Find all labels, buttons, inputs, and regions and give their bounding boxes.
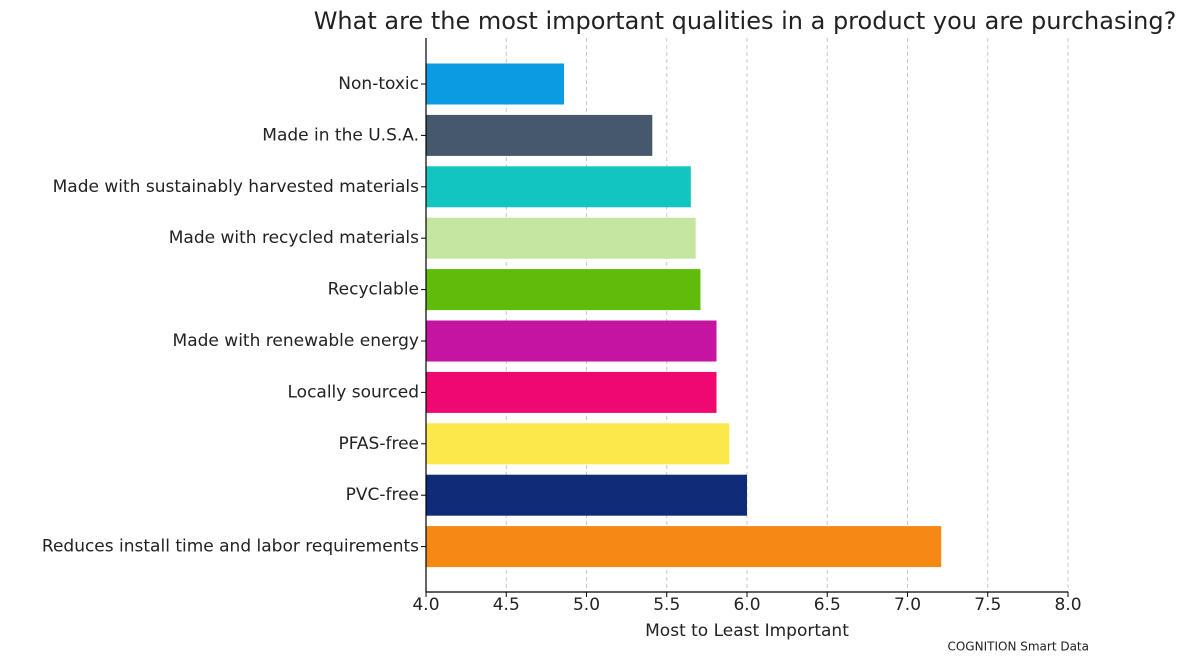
x-tick-label: 8.0	[1054, 595, 1081, 615]
y-tick-label: Recyclable	[328, 280, 419, 300]
x-tick-label: 6.5	[814, 595, 841, 615]
bar	[426, 474, 747, 516]
y-tick-label: Non-toxic	[338, 74, 419, 94]
y-tick-label: Locally sourced	[288, 382, 420, 402]
y-tick-label: Made with sustainably harvested material…	[53, 177, 420, 197]
bar	[426, 166, 691, 208]
x-tick-label: 7.5	[974, 595, 1001, 615]
y-tick-label: Made in the U.S.A.	[262, 125, 419, 145]
chart-title: What are the most important qualities in…	[314, 7, 1177, 35]
y-tick-label: PFAS-free	[338, 434, 419, 454]
bar	[426, 269, 701, 311]
y-tick-label: PVC-free	[346, 485, 419, 505]
x-axis-label: Most to Least Important	[645, 621, 849, 641]
bar	[426, 217, 696, 259]
x-tick-label: 7.0	[894, 595, 921, 615]
bar	[426, 371, 717, 413]
bar	[426, 114, 653, 156]
y-tick-label: Made with recycled materials	[169, 228, 419, 248]
bar	[426, 63, 565, 105]
x-tick-label: 5.0	[573, 595, 600, 615]
bar	[426, 423, 730, 465]
x-tick-label: 4.5	[493, 595, 520, 615]
bar	[426, 320, 717, 362]
bar	[426, 526, 942, 568]
x-tick-label: 5.5	[653, 595, 680, 615]
source-note: COGNITION Smart Data	[947, 640, 1089, 654]
y-tick-label: Made with renewable energy	[173, 331, 419, 351]
x-tick-label: 6.0	[733, 595, 760, 615]
bars	[426, 63, 942, 568]
y-tick-label: Reduces install time and labor requireme…	[42, 537, 419, 557]
x-tick-label: 4.0	[412, 595, 439, 615]
